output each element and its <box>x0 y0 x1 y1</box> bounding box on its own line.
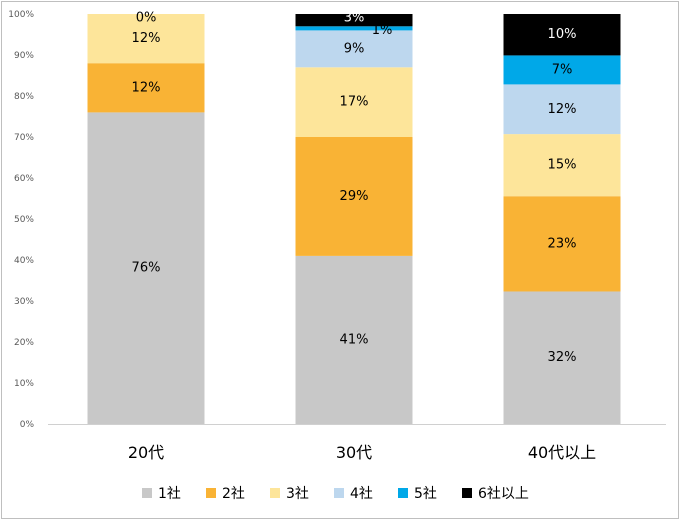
data-label: 32% <box>548 350 577 365</box>
data-label: 41% <box>340 332 369 347</box>
y-tick-label: 10% <box>14 379 34 389</box>
data-label: 10% <box>548 27 577 42</box>
bar-segment <box>503 196 621 292</box>
data-label: 7% <box>552 62 573 77</box>
legend-swatch <box>334 488 344 498</box>
legend-label: 4社 <box>350 486 373 502</box>
bar-segment <box>87 14 205 64</box>
data-label: 1% <box>372 23 393 38</box>
data-label: 0% <box>136 11 157 26</box>
data-label: 9% <box>344 41 365 56</box>
bar-segment <box>503 55 621 85</box>
y-tick-label: 30% <box>14 297 34 307</box>
y-tick-label: 100% <box>8 10 34 20</box>
legend-swatch <box>206 488 216 498</box>
legend-label: 6社以上 <box>478 486 529 502</box>
data-label: 12% <box>548 102 577 117</box>
bar-segment <box>295 67 413 137</box>
y-tick-label: 50% <box>14 215 34 225</box>
y-tick-label: 80% <box>14 92 34 102</box>
y-tick-label: 20% <box>14 338 34 348</box>
bar-segment <box>295 14 413 27</box>
bar-segment <box>87 63 205 113</box>
y-tick-label: 90% <box>14 51 34 61</box>
x-tick-label: 20代 <box>128 443 164 462</box>
legend-label: 3社 <box>286 486 309 502</box>
legend-swatch <box>398 488 408 498</box>
bar-segment <box>503 14 621 56</box>
y-tick-label: 40% <box>14 256 34 266</box>
y-tick-label: 60% <box>14 174 34 184</box>
data-label: 15% <box>548 158 577 173</box>
x-tick-label: 40代以上 <box>528 443 596 462</box>
legend-swatch <box>270 488 280 498</box>
data-label: 23% <box>548 236 577 251</box>
x-tick-label: 30代 <box>336 443 372 462</box>
data-label: 17% <box>340 95 369 110</box>
data-label: 76% <box>132 261 161 276</box>
legend-swatch <box>142 488 152 498</box>
legend-label: 1社 <box>158 486 181 502</box>
y-tick-label: 70% <box>14 133 34 143</box>
bar-segment <box>503 291 621 424</box>
data-label: 3% <box>344 11 365 26</box>
bar-segment <box>295 137 413 256</box>
legend-label: 5社 <box>414 486 437 502</box>
bar-segment <box>295 30 413 68</box>
data-label: 12% <box>132 80 161 95</box>
y-tick-label: 0% <box>20 420 35 430</box>
bar-segment <box>503 134 621 197</box>
legend-swatch <box>462 488 472 498</box>
legend-label: 2社 <box>222 486 245 502</box>
bar-segment <box>503 84 621 135</box>
data-label: 12% <box>132 31 161 46</box>
bar-segment <box>295 26 413 31</box>
bar-segment <box>295 255 413 424</box>
bar-segment <box>87 112 205 425</box>
data-label: 29% <box>340 189 369 204</box>
